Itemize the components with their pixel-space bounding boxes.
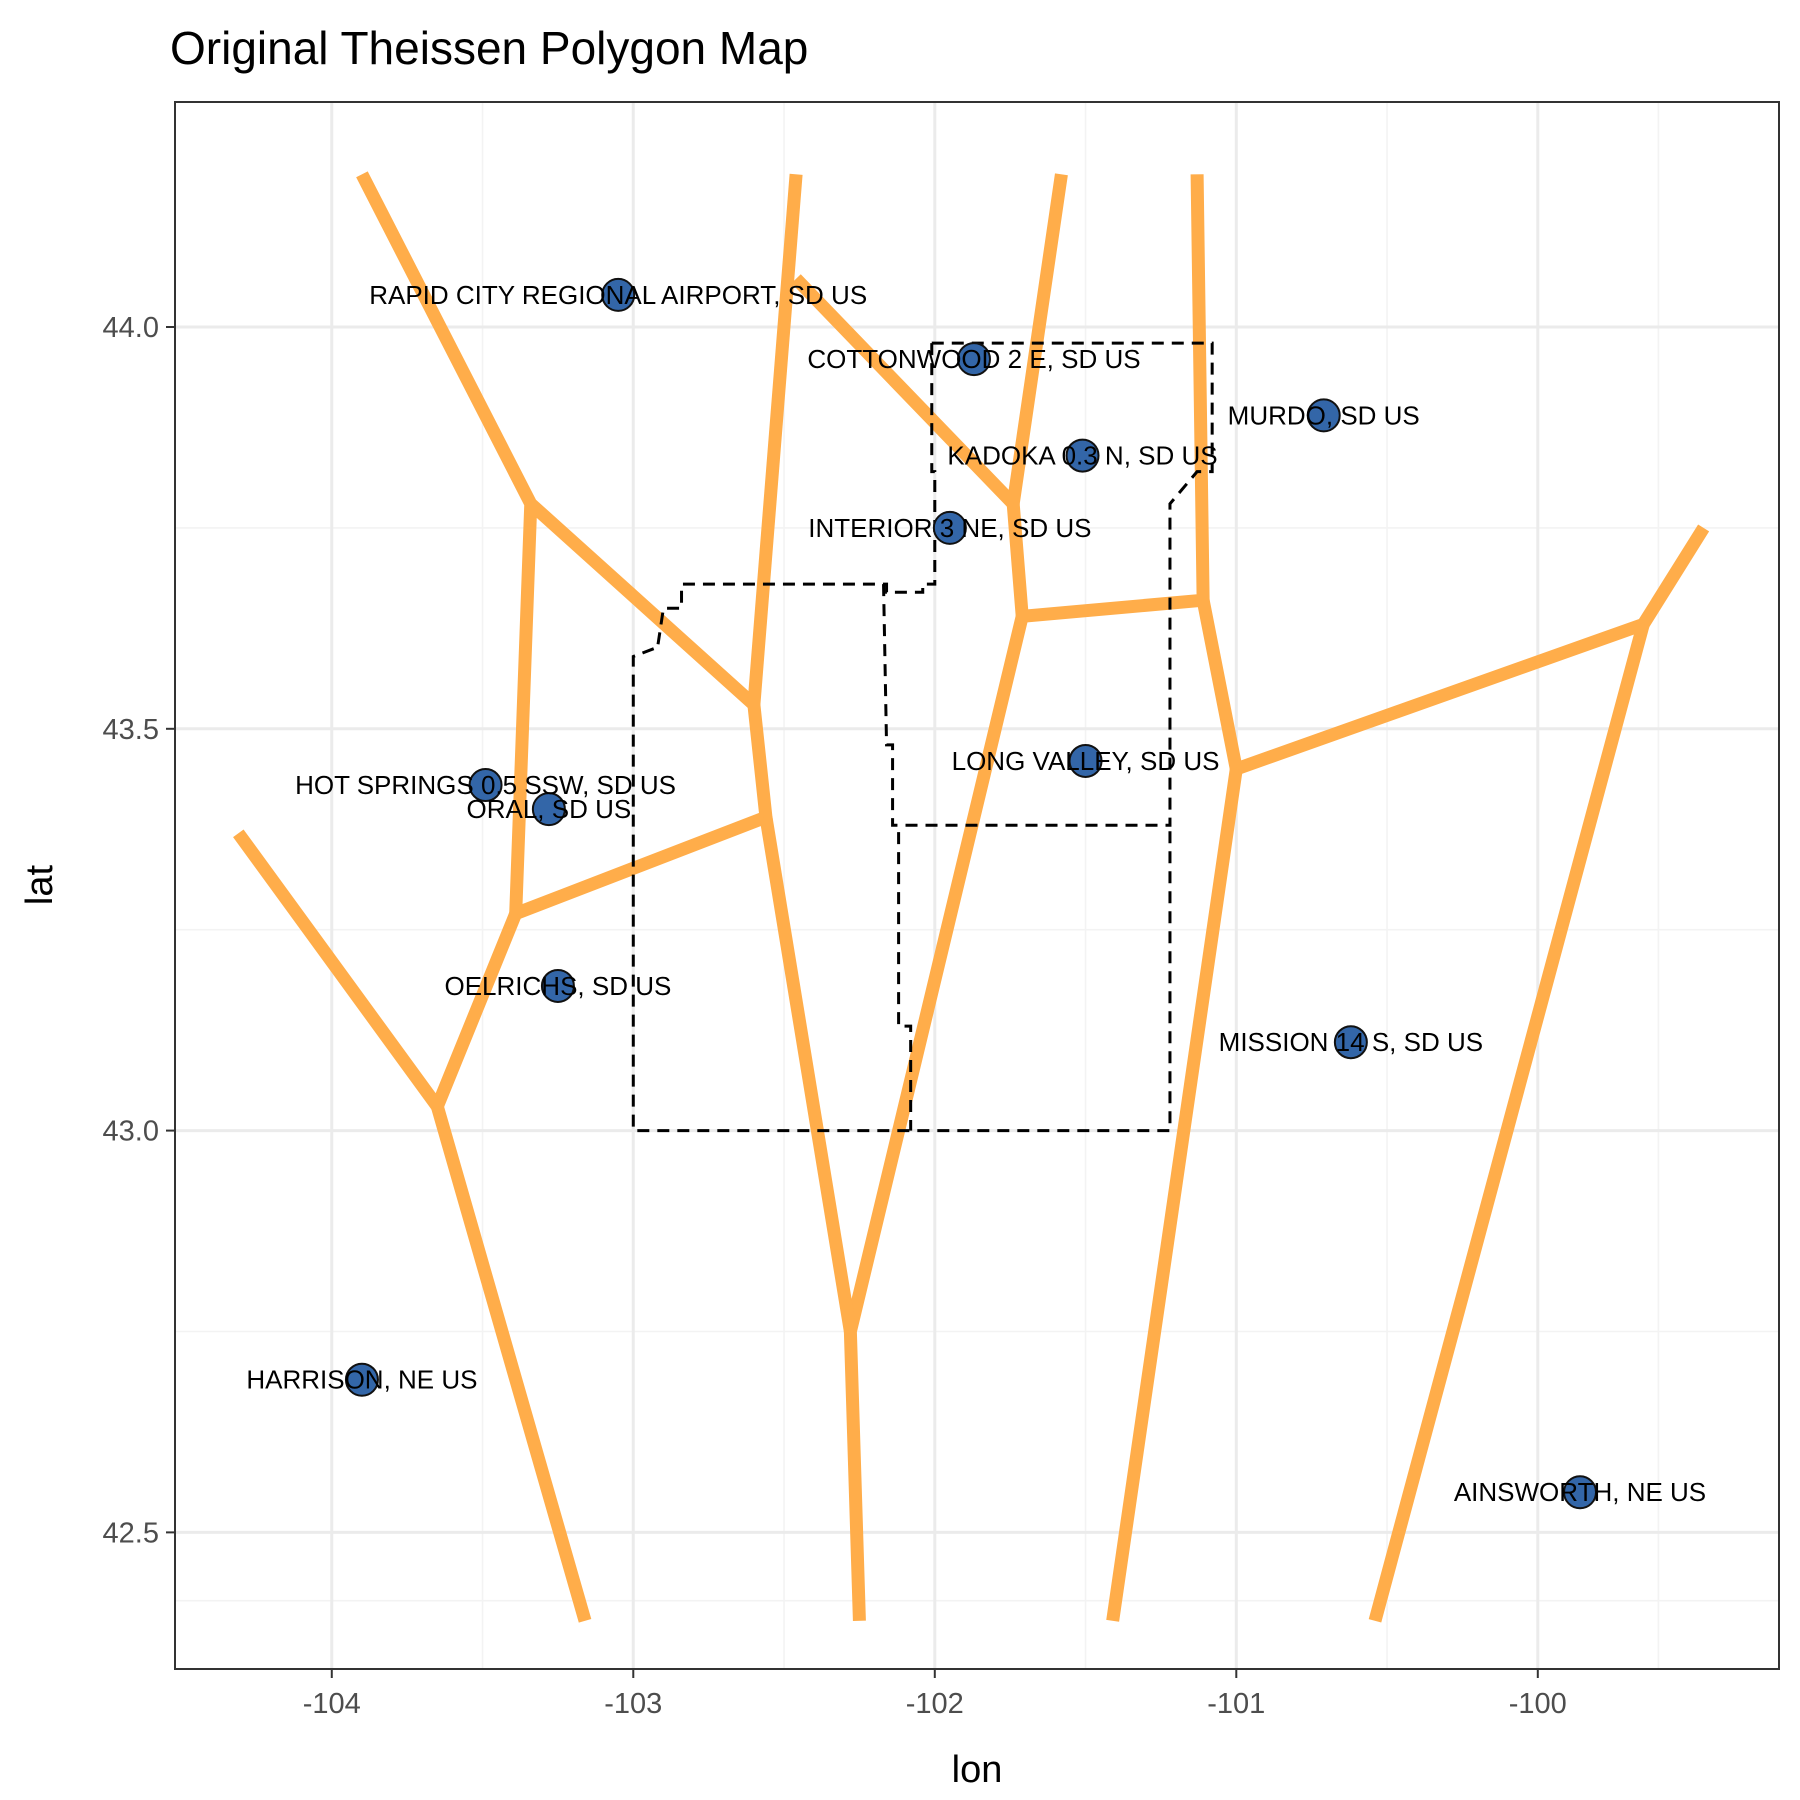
station-point [344,1362,379,1397]
study-area-boundary [631,341,1214,1133]
station-label: RAPID CITY REGIONAL AIRPORT, SD US [369,280,867,310]
voronoi-edge [1006,174,1210,624]
x-tick-label: -104 [303,1688,361,1720]
station-point [1068,743,1103,778]
y-tick-label: 42.5 [103,1517,159,1549]
station-label: MURDO, SD US [1228,400,1420,430]
y-tick-label: 44.0 [103,312,159,344]
boundary-line [882,584,913,1131]
station-point [1306,398,1341,433]
station-point [601,277,636,312]
station-point [540,968,575,1003]
voronoi-edge [356,171,773,924]
voronoi-edge [431,1104,592,1623]
station-label: OELRICHS, SD US [444,971,671,1001]
station-label: ORAL, SD US [467,794,632,824]
x-tick-label: -100 [1509,1688,1567,1720]
station-label: MISSION 14 S, SD US [1219,1027,1483,1057]
station-label: LONG VALLEY, SD US [952,746,1220,776]
boundary-line [631,343,1172,1133]
voronoi-edge [759,816,857,1333]
y-tick-label: 43.5 [103,714,159,746]
boundary-line [898,341,1214,827]
station-points [344,277,1598,1510]
station-point [1563,1475,1598,1510]
station-labels: RAPID CITY REGIONAL AIRPORT, SD US COTTON… [246,280,1706,1507]
station-point [956,342,991,377]
panel-border [174,101,1780,1670]
chart-title: Original Theissen Polygon Map [170,22,808,74]
voronoi-edge [233,829,522,1120]
station-point [468,768,503,803]
voronoi-edge [1368,622,1650,1623]
voronoi-edge [747,173,803,706]
station-label: HARRISON, NE US [246,1365,477,1395]
x-tick-label: -103 [604,1688,662,1720]
x-axis-title: lon [952,1749,1003,1791]
grid-lines [175,102,1779,1669]
voronoi-edge [1106,768,1243,1622]
station-point [1333,1025,1368,1060]
station-label: HOT SPRINGS 0.5 SSW, SD US [295,770,676,800]
x-tick-label: -102 [906,1688,964,1720]
y-axis: 42.5 43.0 43.5 44.0 [103,312,175,1549]
station-point [1065,438,1100,473]
station-point [932,510,967,545]
voronoi-polygon-edges [233,171,1710,1623]
station-label: INTERIOR 3 NE, SD US [808,513,1091,543]
x-axis: -104 -103 -102 -101 -100 [303,1669,1567,1720]
station-point [531,792,566,827]
y-axis-title: lat [19,864,61,905]
station-label: KADOKA 0.3 N, SD US [947,441,1217,471]
station-label: COTTONWOOD 2 E, SD US [807,344,1140,374]
station-label: AINSWORTH, NE US [1454,1477,1706,1507]
y-tick-label: 43.0 [103,1116,159,1148]
voronoi-edge [1196,524,1710,778]
x-tick-label: -101 [1207,1688,1265,1720]
